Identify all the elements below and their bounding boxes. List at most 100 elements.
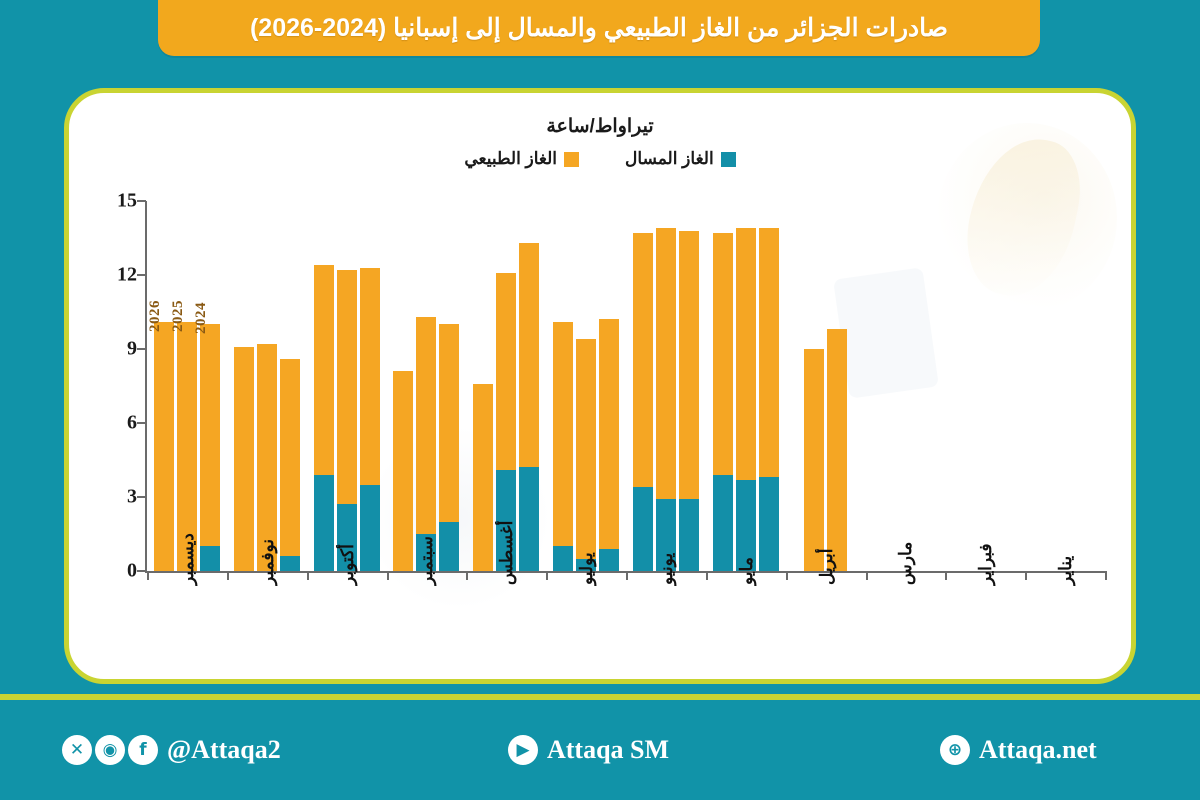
bar-segment-natural-gas [599,319,620,549]
bar-مايو-2026[interactable] [473,383,494,571]
bar-group-10 [945,201,1025,571]
bar-segment-natural-gas [336,270,357,505]
bar-year-label: 2025 [169,299,186,332]
y-tick-mark [137,200,146,202]
y-tick-mark [137,274,146,276]
bar-يناير-2026[interactable]: 2026 [147,300,174,571]
y-tick-mark [137,348,146,350]
bar-أغسطس-2024[interactable] [758,228,779,571]
bar-segment-natural-gas [553,321,574,547]
bar-فبراير-2026[interactable] [233,346,254,571]
bar-year-label: 2026 [146,299,163,332]
bar-segment-natural-gas [827,329,848,571]
x-axis-label-11: ديسمبر [177,533,197,585]
bar-سبتمبر-2024[interactable] [827,329,848,571]
bar-segment-lng [553,546,574,571]
x-tick-mark [306,571,309,580]
x-tick-mark [226,571,229,580]
bar-segment-natural-gas [473,383,494,571]
bar-يونيو-2025[interactable] [576,339,597,571]
bar-group-11 [1025,201,1105,571]
x-tick-mark [865,571,868,580]
bar-مايو-2025[interactable] [496,272,517,571]
social-icons-group[interactable]: ⊕ [940,735,970,765]
bar-مارس-2024[interactable] [359,267,380,571]
bar-group-4 [466,201,546,571]
bar-segment-natural-gas [735,228,756,480]
bar-segment-lng [199,546,220,571]
bar-segment-lng [496,469,517,571]
x-axis-label-3: أبريل [816,548,836,585]
bar-مايو-2024[interactable] [519,242,540,571]
footer-youtube-label: Attaqa SM [547,735,670,764]
title-plate: صادرات الجزائر من الغاز الطبيعي والمسال … [158,0,1040,56]
bar-يناير-2025[interactable]: 2025 [170,300,197,571]
legend-swatch-natural_gas-icon [564,151,580,167]
bar-segment-natural-gas [712,233,733,475]
globe-icon[interactable]: ⊕ [940,735,970,765]
footer-website-label: Attaqa.net [979,735,1097,764]
bar-segment-lng [313,474,334,571]
bar-segment-natural-gas [496,272,517,470]
bar-يوليو-2025[interactable] [655,228,676,571]
plot-area: 0 3 6 9 12 15 2026 2025 2024 يناير فبراير مارس أبر… [105,190,1107,601]
youtube-icon[interactable]: ▶ [508,735,538,765]
bar-يوليو-2026[interactable] [632,233,653,571]
x-tick-mark [1105,571,1107,580]
bar-segment-lng [655,499,676,571]
y-axis: 0 3 6 9 12 15 [105,190,141,582]
bar-segment-lng [712,474,733,571]
chart-legend: الغاز المسال الغاز الطبيعي [69,149,1131,169]
bar-فبراير-2025[interactable] [256,344,277,571]
bar-أبريل-2025[interactable] [416,316,437,571]
bar-segment-natural-gas [176,321,197,571]
x-axis-label-7: أغسطس [497,520,517,585]
footer-website[interactable]: ⊕ Attaqa.net [940,735,1097,765]
bar-segment-natural-gas [576,339,597,559]
bar-يوليو-2024[interactable] [678,230,699,571]
social-icons-group[interactable]: ✕ ◉ f [62,735,158,765]
facebook-icon[interactable]: f [128,735,158,765]
x-tick-mark [626,571,628,580]
bar-يناير-2024[interactable]: 2024 [193,302,220,571]
bar-أغسطس-2025[interactable] [735,228,756,571]
y-tick-label: 12 [117,263,137,286]
bar-يونيو-2024[interactable] [599,319,620,571]
bar-مارس-2025[interactable] [336,270,357,571]
footer-social-handles[interactable]: ✕ ◉ f @Attaqa2 [62,735,281,765]
bar-group-5 [546,201,626,571]
bar-أغسطس-2026[interactable] [712,233,733,571]
legend-item-natural_gas[interactable]: الغاز الطبيعي [464,149,580,169]
y-tick-mark [137,422,146,424]
y-tick-mark [137,570,146,572]
footer-divider [0,694,1200,700]
bar-segment-natural-gas [632,233,653,488]
bar-year-label: 2024 [192,302,209,335]
legend-item-lng[interactable]: الغاز المسال [625,149,736,169]
bar-سبتمبر-2025[interactable] [804,349,825,571]
y-tick-label: 6 [127,411,137,434]
bar-فبراير-2024[interactable] [279,358,300,571]
bar-أبريل-2024[interactable] [439,324,460,571]
x-axis-label-1: فبراير [976,543,996,585]
footer-bar: ✕ ◉ f @Attaqa2 ▶ Attaqa SM ⊕ Attaqa.net [0,700,1200,800]
bar-segment-lng [279,556,300,571]
bar-segment-natural-gas [678,230,699,500]
social-icons-group[interactable]: ▶ [508,735,538,765]
bar-group-3 [387,201,467,571]
bar-group-1 [227,201,307,571]
bar-segment-natural-gas [804,349,825,571]
y-tick-label: 0 [127,559,137,582]
footer-youtube[interactable]: ▶ Attaqa SM [508,735,669,765]
bar-مارس-2026[interactable] [313,265,334,571]
bar-أبريل-2026[interactable] [393,371,414,571]
bar-segment-lng [735,479,756,571]
bar-يونيو-2026[interactable] [553,321,574,571]
bar-segment-natural-gas [256,344,277,571]
bar-segment-natural-gas [279,358,300,557]
instagram-icon[interactable]: ◉ [95,735,125,765]
x-axis-label-5: يونيو [656,552,676,585]
bar-group-6 [626,201,706,571]
page-title: صادرات الجزائر من الغاز الطبيعي والمسال … [249,14,949,42]
x-icon[interactable]: ✕ [62,735,92,765]
